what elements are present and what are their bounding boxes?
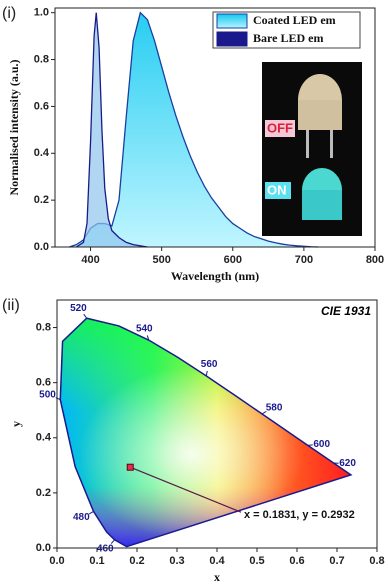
panel-label: (ii) (2, 297, 20, 314)
chart-title: CIE 1931 (321, 304, 371, 318)
y-tick-label: 0.2 (36, 487, 51, 499)
legend-swatch (216, 31, 248, 47)
x-tick-label: 0.3 (169, 555, 184, 567)
inset-label: OFF (267, 120, 293, 135)
x-tick-label: 0.4 (209, 555, 225, 567)
inset-photo (262, 62, 362, 236)
legend-swatch (216, 13, 248, 29)
x-tick-label: 500 (152, 254, 170, 266)
inset-label: ON (267, 182, 287, 197)
x-tick-label: 0.2 (129, 555, 144, 567)
x-tick-label: 400 (81, 254, 99, 266)
legend-label: Bare LED em (253, 31, 323, 45)
y-tick-label: 0.6 (36, 377, 51, 389)
wavelength-tick (88, 510, 94, 515)
annotation-line (130, 466, 242, 513)
y-tick-label: 0.0 (34, 241, 49, 253)
x-tick-label: 0.5 (249, 555, 264, 567)
x-tick-label: 0.7 (329, 555, 344, 567)
wavelength-tick (110, 539, 115, 544)
x-tick-label: 0.6 (289, 555, 304, 567)
series-line (75, 12, 148, 248)
wavelength-label: 560 (201, 359, 218, 370)
chromaticity-point (126, 463, 134, 471)
wavelength-tick (261, 410, 267, 415)
wavelength-label: 540 (136, 323, 153, 334)
area-fill (69, 12, 319, 247)
wavelength-label: 580 (266, 402, 283, 413)
x-tick-label: 700 (295, 254, 313, 266)
y-tick-label: 0.8 (36, 321, 51, 333)
wavelength-label: 600 (313, 439, 330, 450)
wavelength-tick (205, 370, 208, 377)
x-axis-title: x (214, 570, 220, 584)
plot-frame (54, 7, 376, 248)
wavelength-tick (55, 397, 61, 401)
x-tick-label: 0.1 (89, 555, 104, 567)
wavelength-label: 620 (339, 458, 356, 469)
x-tick-label: 800 (366, 254, 384, 266)
y-tick-label: 0.6 (34, 100, 49, 112)
y-tick-label: 1.0 (34, 7, 49, 19)
y-axis-title: Normalised intensity (a.u.) (7, 60, 21, 196)
y-axis-title: y (9, 421, 23, 427)
plot-frame (56, 299, 378, 549)
wavelength-tick (83, 313, 88, 319)
wavelength-label: 500 (39, 389, 56, 400)
wavelength-tick (146, 335, 150, 341)
y-tick-label: 0.2 (34, 194, 49, 206)
legend-label: Coated LED em (253, 13, 336, 27)
y-tick-label: 0.0 (36, 542, 51, 554)
wavelength-label: 460 (97, 543, 114, 554)
y-tick-label: 0.8 (34, 53, 49, 65)
wavelength-label: 520 (70, 303, 87, 314)
area-fill (76, 12, 148, 247)
wavelength-label: 480 (73, 512, 90, 523)
x-tick-label: 600 (224, 254, 242, 266)
y-tick-label: 0.4 (34, 147, 50, 159)
annotation: x = 0.1831, y = 0.2932 (244, 509, 355, 521)
x-tick-label: 0.0 (49, 555, 64, 567)
x-axis-title: Wavelength (nm) (171, 269, 259, 283)
panel-label: (i) (2, 5, 16, 22)
y-tick-label: 0.4 (36, 432, 52, 444)
x-tick-label: 0.8 (369, 555, 384, 567)
